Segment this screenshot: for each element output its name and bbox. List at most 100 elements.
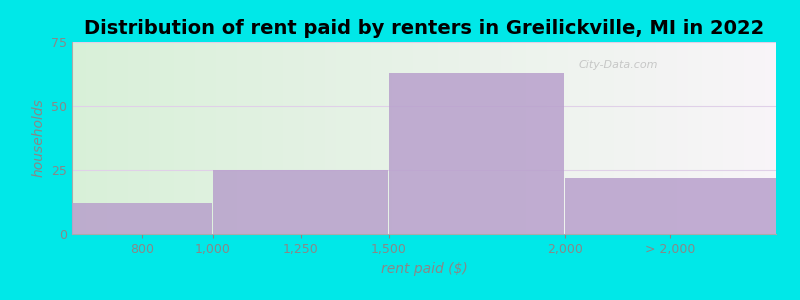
Bar [150,42,153,234]
Bar [734,42,738,234]
Bar [343,42,346,234]
Bar [572,42,575,234]
Bar [216,42,220,234]
Bar [470,42,474,234]
Bar [459,42,462,234]
Bar [638,42,642,234]
Bar [509,42,512,234]
Bar [269,42,273,234]
Bar [290,42,294,234]
Bar [698,42,702,234]
Bar [406,42,410,234]
Bar [565,42,568,234]
Bar [230,42,234,234]
Bar [773,42,776,234]
Bar [681,42,685,234]
Bar [258,42,262,234]
Bar [280,42,283,234]
Bar [466,42,470,234]
Bar [128,42,132,234]
Bar [361,42,364,234]
Bar [603,42,607,234]
Bar [600,42,603,234]
Bar [575,42,579,234]
Bar [445,42,449,234]
Bar [118,42,122,234]
Bar [286,42,290,234]
Bar [248,42,251,234]
Bar [533,42,537,234]
Bar [114,42,118,234]
Bar [730,42,734,234]
Bar [748,42,751,234]
Bar [431,42,434,234]
Bar [333,42,336,234]
Bar [304,42,308,234]
Bar [396,42,399,234]
Bar [593,42,597,234]
Bar [160,42,163,234]
Bar [107,42,110,234]
Bar [75,42,79,234]
Bar [104,42,107,234]
Bar [477,42,480,234]
Bar [597,42,600,234]
Bar [318,42,322,234]
Bar [414,42,417,234]
Bar [512,42,515,234]
Bar [403,42,406,234]
Bar [311,42,315,234]
Bar [72,42,75,234]
Bar [568,42,572,234]
Bar [554,42,558,234]
Bar [392,42,396,234]
Bar [474,42,477,234]
Bar [163,42,167,234]
Bar [628,42,632,234]
Bar [452,42,456,234]
Bar [167,42,170,234]
Bar [702,42,706,234]
Bar [410,42,414,234]
Bar [691,42,695,234]
Bar [374,42,378,234]
Bar [97,42,100,234]
Bar [738,42,741,234]
Bar [480,42,484,234]
Bar [139,42,142,234]
Bar [653,42,656,234]
Bar [238,42,241,234]
Bar [198,42,202,234]
Bar [110,42,114,234]
Bar [755,42,758,234]
Bar [544,42,547,234]
Bar [632,42,635,234]
Bar [540,42,544,234]
Bar [350,42,354,234]
Bar [484,42,487,234]
Bar [674,42,678,234]
Bar [706,42,709,234]
Bar [716,42,720,234]
Bar [590,42,593,234]
Bar [582,42,586,234]
Bar [213,42,216,234]
Bar [294,42,298,234]
Bar [442,42,445,234]
Bar [635,42,638,234]
Bar [713,42,716,234]
Bar [434,42,438,234]
Bar [329,42,333,234]
Bar [558,42,562,234]
Bar [505,42,509,234]
Bar [125,42,128,234]
Bar [646,42,650,234]
Bar [234,42,238,234]
Bar [741,42,744,234]
Bar [709,42,713,234]
Bar [322,42,326,234]
X-axis label: rent paid ($): rent paid ($) [381,262,467,276]
Bar [660,42,663,234]
Bar [142,42,146,234]
Bar [565,178,776,234]
